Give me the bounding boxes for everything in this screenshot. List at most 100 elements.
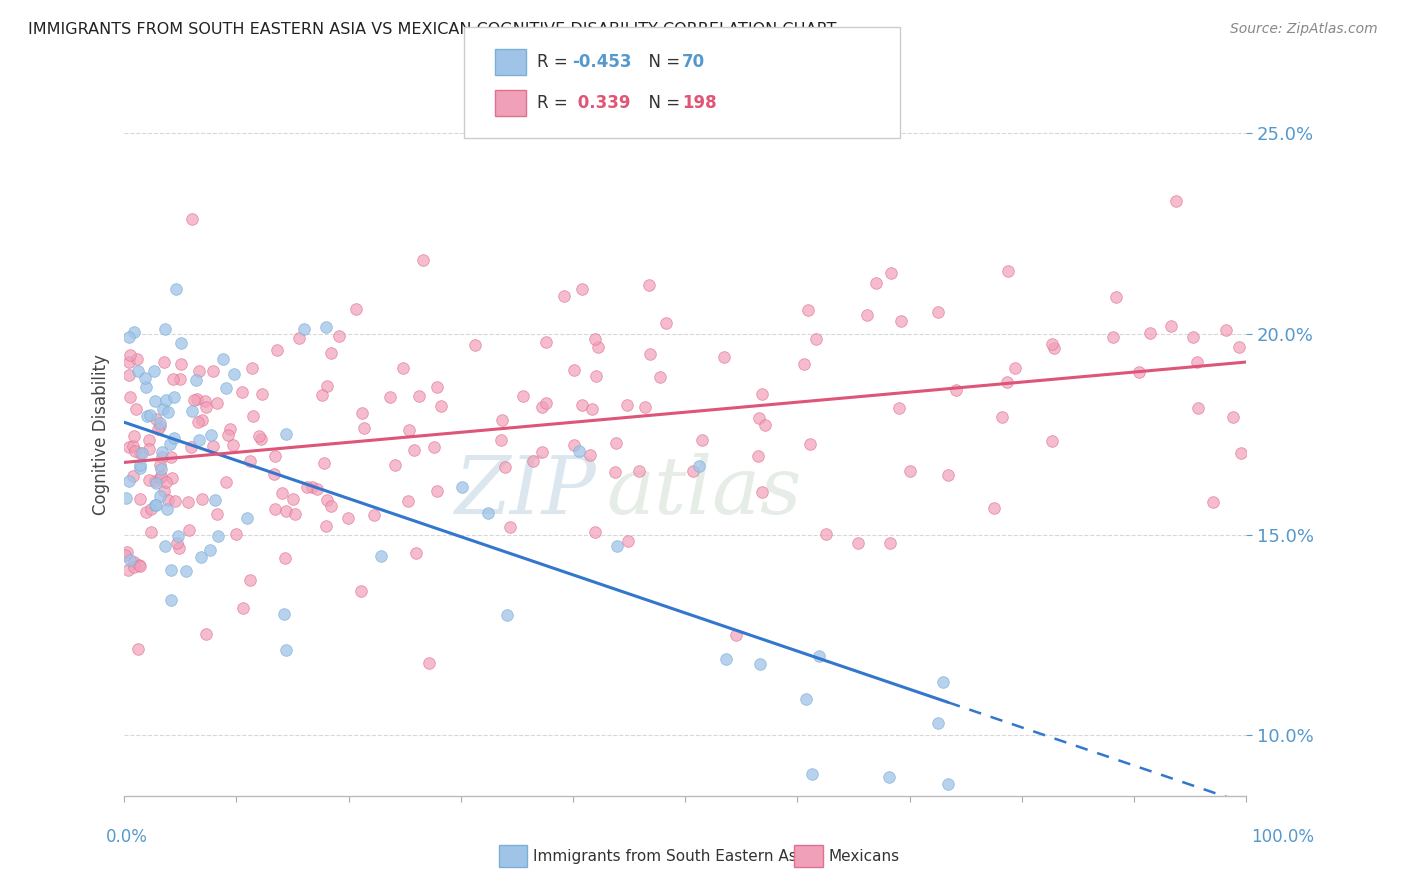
Point: [153, 322, 176, 336]
Point: [579, 448, 602, 462]
Point: [145, 412, 167, 426]
Text: Mexicans: Mexicans: [828, 849, 900, 863]
Point: [846, 536, 869, 550]
Point: [232, 600, 254, 615]
Point: [412, 252, 434, 267]
Point: [174, 564, 197, 578]
Point: [530, 444, 553, 458]
Point: [122, 325, 145, 339]
Point: [936, 468, 959, 483]
Point: [605, 436, 627, 450]
Point: [118, 354, 141, 368]
Point: [801, 767, 824, 781]
Point: [263, 467, 285, 481]
Point: [581, 402, 603, 417]
Point: [370, 549, 392, 563]
Point: [877, 770, 900, 784]
Point: [122, 469, 145, 483]
Point: [648, 369, 671, 384]
Point: [477, 506, 499, 520]
Point: [932, 675, 955, 690]
Point: [450, 480, 472, 494]
Point: [263, 501, 285, 516]
Point: [638, 347, 661, 361]
Point: [118, 553, 141, 567]
Point: [162, 372, 184, 386]
Point: [328, 329, 350, 343]
Text: atlas: atlas: [606, 453, 801, 531]
Point: [153, 355, 176, 369]
Point: [583, 332, 606, 346]
Point: [1043, 341, 1066, 355]
Point: [166, 536, 188, 550]
Point: [603, 466, 626, 480]
Point: [927, 716, 949, 731]
Point: [129, 445, 152, 459]
Point: [1042, 336, 1064, 351]
Point: [283, 507, 305, 521]
Point: [127, 642, 149, 657]
Point: [627, 464, 650, 478]
Point: [138, 408, 160, 422]
Point: [250, 432, 273, 446]
Point: [191, 413, 214, 427]
Point: [219, 422, 242, 436]
Point: [139, 525, 162, 540]
Point: [464, 338, 486, 352]
Text: 0.339: 0.339: [572, 95, 631, 112]
Point: [350, 584, 373, 599]
Point: [122, 555, 145, 569]
Point: [316, 492, 339, 507]
Point: [142, 364, 165, 378]
Point: [138, 473, 160, 487]
Point: [1222, 409, 1244, 424]
Point: [149, 458, 172, 473]
Point: [145, 498, 167, 512]
Point: [344, 301, 367, 316]
Point: [273, 607, 295, 621]
Point: [1102, 330, 1125, 344]
Point: [856, 308, 879, 322]
Text: R =: R =: [537, 95, 574, 112]
Point: [927, 305, 949, 319]
Text: ZIP: ZIP: [454, 453, 595, 531]
Point: [149, 418, 172, 433]
Point: [131, 446, 153, 460]
Point: [305, 482, 328, 496]
Point: [1185, 355, 1208, 369]
Point: [200, 427, 222, 442]
Point: [222, 368, 245, 382]
Text: 198: 198: [682, 95, 717, 112]
Point: [149, 416, 172, 430]
Point: [138, 442, 160, 456]
Point: [273, 551, 295, 566]
Point: [751, 484, 773, 499]
Point: [202, 438, 225, 452]
Point: [170, 336, 193, 351]
Point: [1139, 326, 1161, 340]
Point: [405, 546, 427, 560]
Point: [315, 378, 337, 392]
Point: [319, 346, 342, 360]
Point: [297, 480, 319, 494]
Point: [380, 390, 402, 404]
Point: [936, 776, 959, 790]
Point: [1182, 330, 1205, 344]
Point: [150, 450, 173, 464]
Point: [311, 388, 333, 402]
Point: [124, 401, 146, 416]
Point: [163, 493, 186, 508]
Point: [149, 489, 172, 503]
Point: [430, 399, 453, 413]
Point: [153, 539, 176, 553]
Point: [274, 642, 297, 657]
Point: [118, 391, 141, 405]
Point: [276, 504, 298, 518]
Text: N =: N =: [638, 53, 686, 70]
Point: [134, 371, 156, 385]
Point: [263, 449, 285, 463]
Point: [198, 543, 221, 558]
Point: [114, 548, 136, 562]
Point: [1227, 340, 1250, 354]
Point: [1164, 194, 1187, 208]
